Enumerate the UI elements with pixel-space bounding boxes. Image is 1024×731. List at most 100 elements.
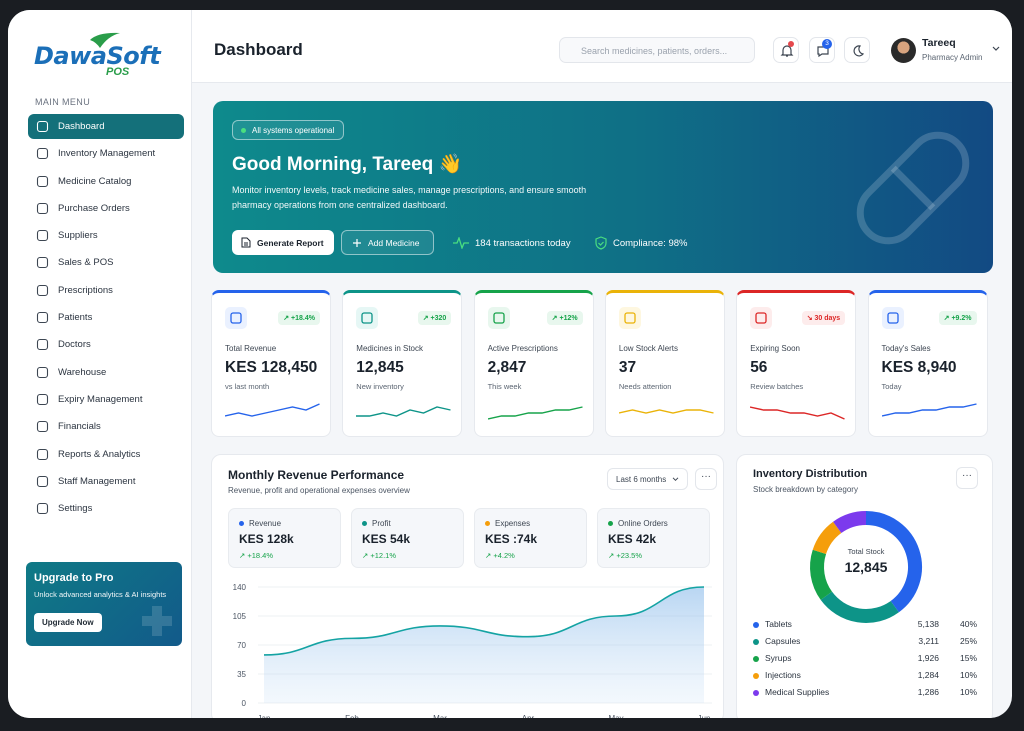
search-input[interactable]: Search medicines, patients, orders... — [559, 37, 755, 63]
generate-report-button[interactable]: Generate Report — [232, 230, 334, 255]
kpi-card-low-stock-alerts[interactable]: Low Stock Alerts 37 Needs attention — [604, 290, 725, 437]
warehouse-icon — [36, 366, 49, 378]
kpi-card-total-revenue[interactable]: ↗ +18.4% Total Revenue KES 128,450 vs la… — [211, 290, 331, 437]
stat-label: Expenses — [495, 519, 531, 528]
kpi-change: ↗ +320 — [417, 311, 452, 325]
legend-name: Syrups — [765, 653, 792, 663]
sidebar-item-financials[interactable]: Financials — [28, 414, 184, 439]
sidebar-item-dashboard[interactable]: Dashboard — [28, 114, 184, 139]
sidebar-item-label: Purchase Orders — [58, 202, 130, 214]
stat-online-orders: Online Orders KES 42k ↗ +23.5% — [597, 508, 710, 568]
upgrade-title: Upgrade to Pro — [34, 572, 114, 584]
kpi-card-medicines-in-stock[interactable]: ↗ +320 Medicines in Stock 12,845 New inv… — [342, 290, 463, 437]
box-icon — [36, 148, 49, 160]
kpi-card-active-prescriptions[interactable]: ↗ +12% Active Prescriptions 2,847 This w… — [473, 290, 594, 437]
legend-pct: 15% — [959, 653, 977, 663]
stat-revenue: Revenue KES 128k ↗ +18.4% — [228, 508, 341, 568]
revenue-area — [264, 587, 704, 703]
message-badge: 3 — [822, 39, 832, 49]
revenue-more-button[interactable]: ··· — [695, 468, 717, 490]
kpi-label: Today's Sales — [881, 344, 931, 353]
cart-icon — [36, 202, 49, 214]
medical-cross-icon — [142, 606, 172, 636]
sidebar-item-medicine-catalog[interactable]: Medicine Catalog — [28, 169, 184, 194]
sidebar-item-inventory-management[interactable]: Inventory Management — [28, 141, 184, 166]
sidebar-item-warehouse[interactable]: Warehouse — [28, 360, 184, 385]
messages-button[interactable]: 3 — [809, 37, 835, 63]
sidebar-item-label: Medicine Catalog — [58, 175, 132, 187]
stat-value: KES 42k — [608, 532, 657, 546]
logo[interactable]: DawaSoft POS — [34, 30, 164, 82]
sparkline — [225, 403, 320, 417]
cube-icon — [356, 307, 379, 329]
kpi-sub: Needs attention — [618, 382, 672, 391]
sidebar-item-label: Patients — [58, 312, 93, 324]
legend-count: 1,926 — [917, 653, 939, 663]
legend-pct: 25% — [959, 636, 977, 646]
revenue-chart: 0 35 70 105 140 Jan Feb Mar Apr May Jun — [233, 583, 712, 718]
sparkline — [487, 406, 583, 420]
sidebar-item-purchase-orders[interactable]: Purchase Orders — [28, 196, 184, 221]
status-badge: All systems operational — [232, 120, 345, 140]
wallet-icon — [36, 421, 49, 433]
upgrade-desc: Unlock advanced analytics & AI insights — [34, 590, 167, 599]
legend-row: Syrups 1,926 15% — [753, 653, 977, 667]
donut-slice-tablets — [865, 511, 922, 613]
stat-label: Profit — [372, 519, 391, 528]
sidebar-item-reports-analytics[interactable]: Reports & Analytics — [28, 442, 184, 467]
stat-change: ↗ +12.1% — [362, 551, 397, 560]
x-tick-label: Mar — [433, 714, 447, 718]
stat-label: Online Orders — [618, 519, 668, 528]
donut-slice-injections — [812, 521, 842, 555]
sidebar-item-label: Expiry Management — [58, 393, 143, 405]
sidebar-item-sales-pos[interactable]: Sales & POS — [28, 250, 184, 275]
kpi-label: Expiring Soon — [750, 344, 800, 353]
notifications-button[interactable] — [773, 37, 799, 63]
sidebar-item-expiry-management[interactable]: Expiry Management — [28, 387, 184, 412]
add-medicine-button[interactable]: Add Medicine — [341, 230, 434, 255]
y-tick-label: 70 — [237, 641, 246, 650]
legend-pct: 10% — [959, 670, 977, 680]
inventory-title: Inventory Distribution — [753, 468, 868, 480]
kpi-value: KES 128,450 — [225, 359, 318, 376]
sparkline — [618, 409, 714, 414]
sidebar-item-settings[interactable]: Settings — [28, 496, 184, 521]
kpi-change: ↗ +9.2% — [938, 311, 977, 325]
legend-row: Tablets 5,138 40% — [753, 619, 977, 633]
sidebar-item-label: Warehouse — [58, 366, 107, 378]
document-icon — [241, 237, 251, 248]
period-label: Last 6 months — [616, 475, 667, 484]
upgrade-now-button[interactable]: Upgrade Now — [34, 613, 102, 632]
chevron-down-icon[interactable] — [992, 46, 1000, 52]
stat-profit: Profit KES 54k ↗ +12.1% — [351, 508, 464, 568]
user-name: Tareeq — [922, 37, 956, 49]
stat-change: ↗ +23.5% — [608, 551, 643, 560]
sidebar-item-label: Suppliers — [58, 230, 98, 242]
transactions-count: 184 transactions today — [475, 238, 571, 249]
kpi-card-expiring-soon[interactable]: ↘ 30 days Expiring Soon 56 Review batche… — [736, 290, 857, 437]
hero-description: Monitor inventory levels, track medicine… — [232, 185, 587, 210]
main-menu: Dashboard Inventory Management Medicine Ca… — [28, 114, 184, 523]
y-tick-label: 35 — [237, 670, 246, 679]
donut-center-value: 12,845 — [844, 559, 888, 575]
kpi-sub: New inventory — [356, 382, 404, 391]
kpi-card-today-s-sales[interactable]: ↗ +9.2% Today's Sales KES 8,940 Today — [867, 290, 988, 437]
stethoscope-icon — [36, 339, 49, 351]
warning-icon — [618, 307, 641, 329]
sidebar-item-patients[interactable]: Patients — [28, 305, 184, 330]
inventory-more-button[interactable]: ··· — [956, 467, 978, 489]
kpi-value: KES 8,940 — [881, 359, 957, 376]
sidebar-item-label: Inventory Management — [58, 148, 156, 160]
stat-change: ↗ +18.4% — [239, 551, 274, 560]
sidebar-item-prescriptions[interactable]: Prescriptions — [28, 278, 184, 303]
period-select[interactable]: Last 6 months — [607, 468, 688, 490]
sidebar-item-doctors[interactable]: Doctors — [28, 332, 184, 357]
avatar[interactable] — [891, 38, 916, 63]
kpi-label: Low Stock Alerts — [618, 344, 679, 353]
sidebar-item-staff-management[interactable]: Staff Management — [28, 469, 184, 494]
calendar-icon — [750, 307, 773, 329]
sidebar-item-suppliers[interactable]: Suppliers — [28, 223, 184, 248]
staff-icon — [36, 475, 49, 487]
theme-toggle-button[interactable] — [844, 37, 870, 63]
kpi-change: ↘ 30 days — [801, 311, 846, 325]
